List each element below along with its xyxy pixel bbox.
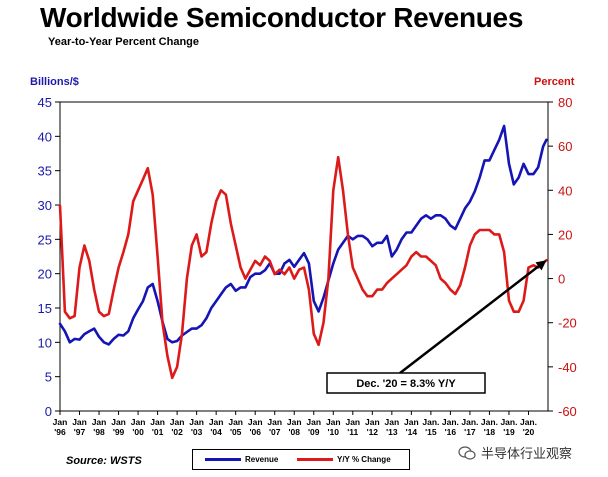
x-tick-label-month: Jan (404, 417, 419, 427)
y-right-tick-label: 0 (558, 272, 565, 287)
annotation-text: Dec. '20 = 8.3% Y/Y (356, 378, 456, 390)
x-tick-label-month: Jan (365, 417, 380, 427)
x-tick-label-month: Jan (189, 417, 204, 427)
y-left-tick-label: 40 (38, 129, 52, 144)
x-tick-label-month: Jan (306, 417, 321, 427)
x-tick-label-month: Jan. (481, 417, 498, 427)
x-tick-label-year: '18 (484, 427, 496, 437)
x-tick-label-year: '00 (132, 427, 144, 437)
x-tick-label-month: Jan (248, 417, 263, 427)
y-left-tick-label: 20 (38, 267, 52, 282)
y-right-tick-label: 20 (558, 227, 572, 242)
x-tick-label-year: '96 (54, 427, 66, 437)
x-tick-label-year: '14 (406, 427, 418, 437)
x-tick-label-month: Jan. (500, 417, 517, 427)
y-right-tick-label: -60 (558, 404, 577, 419)
x-tick-label-year: '99 (113, 427, 125, 437)
x-tick-label-month: Jan (53, 417, 68, 427)
source-note: Source: WSTS (66, 455, 142, 467)
x-tick-label-year: '04 (210, 427, 222, 437)
x-tick-label-month: Jan (228, 417, 243, 427)
x-tick-label-year: '16 (445, 427, 457, 437)
x-tick-label-month: Jan (150, 417, 165, 427)
y-right-axis-label: Percent (534, 76, 575, 88)
x-tick-label-year: '09 (308, 427, 320, 437)
x-tick-label-month: Jan (345, 417, 360, 427)
x-tick-label-year: '10 (328, 427, 340, 437)
x-tick-label-year: '13 (386, 427, 398, 437)
x-tick-label-month: Jan (385, 417, 400, 427)
y-left-tick-label: 0 (45, 404, 52, 419)
y-right-tick-label: 60 (558, 139, 572, 154)
y-left-tick-label: 35 (38, 164, 52, 179)
chart-title: Worldwide Semiconductor Revenues (40, 2, 524, 33)
series-line-yoy-change (58, 155, 548, 380)
x-tick-label-year: '15 (425, 427, 437, 437)
x-tick-label-year: '02 (171, 427, 183, 437)
y-right-tick-label: -40 (558, 360, 577, 375)
legend-label-revenue: Revenue (245, 455, 279, 464)
chart-subtitle: Year-to-Year Percent Change (48, 36, 200, 48)
x-tick-label-month: Jan (131, 417, 146, 427)
y-right-tick-label: 40 (558, 183, 572, 198)
watermark-text: 半导体行业观察 (481, 446, 573, 461)
x-tick-label-month: Jan (92, 417, 107, 427)
y-right-tick-label: -20 (558, 316, 577, 331)
x-tick-label-month: Jan. (442, 417, 459, 427)
legend: Revenue Y/Y % Change (192, 449, 410, 470)
x-tick-label-year: '11 (347, 427, 358, 437)
y-left-tick-label: 25 (38, 232, 52, 247)
x-tick-label-month: Jan (267, 417, 282, 427)
x-tick-label-year: '01 (152, 427, 164, 437)
x-tick-label-month: Jan (111, 417, 126, 427)
x-tick-label-year: '12 (367, 427, 379, 437)
y-left-tick-label: 5 (45, 370, 52, 385)
x-tick-label-year: '03 (191, 427, 203, 437)
x-tick-label-month: Jan (326, 417, 341, 427)
x-tick-label-month: Jan (209, 417, 224, 427)
legend-swatch-revenue (205, 458, 241, 461)
x-tick-label-month: Jan (72, 417, 87, 427)
x-tick-label-year: '05 (230, 427, 242, 437)
y-left-tick-label: 45 (38, 95, 52, 110)
y-right-tick-label: 80 (558, 95, 572, 110)
x-tick-label-year: '97 (74, 427, 86, 437)
x-tick-label-year: '19 (503, 427, 515, 437)
wechat-icon (458, 445, 476, 460)
x-tick-label-year: '07 (269, 427, 281, 437)
y-left-axis-label: Billions/$ (30, 76, 79, 88)
x-tick-label-month: Jan (287, 417, 302, 427)
series-line-revenue (58, 124, 548, 346)
y-left-tick-label: 10 (38, 335, 52, 350)
legend-swatch-yoy (297, 458, 333, 461)
legend-item-revenue: Revenue (205, 455, 278, 464)
y-left-tick-label: 30 (38, 198, 52, 213)
x-tick-label-month: Jan. (520, 417, 537, 427)
x-tick-label-year: '08 (288, 427, 300, 437)
annotation-arrowhead (535, 260, 547, 271)
annotation-box (326, 372, 486, 394)
x-tick-label-year: '06 (249, 427, 261, 437)
x-tick-label-year: '20 (523, 427, 535, 437)
legend-item-yoy: Y/Y % Change (297, 455, 391, 464)
watermark: 半导体行业观察 (458, 443, 572, 462)
x-tick-label-year: '98 (93, 427, 105, 437)
legend-label-yoy: Y/Y % Change (337, 455, 391, 464)
x-tick-label-year: '17 (464, 427, 476, 437)
x-tick-label-month: Jan. (422, 417, 439, 427)
x-tick-label-month: Jan (170, 417, 185, 427)
x-tick-label-month: Jan. (461, 417, 478, 427)
annotation-arrow-line (399, 262, 544, 374)
plot-frame (59, 101, 549, 412)
y-left-tick-label: 15 (38, 301, 52, 316)
